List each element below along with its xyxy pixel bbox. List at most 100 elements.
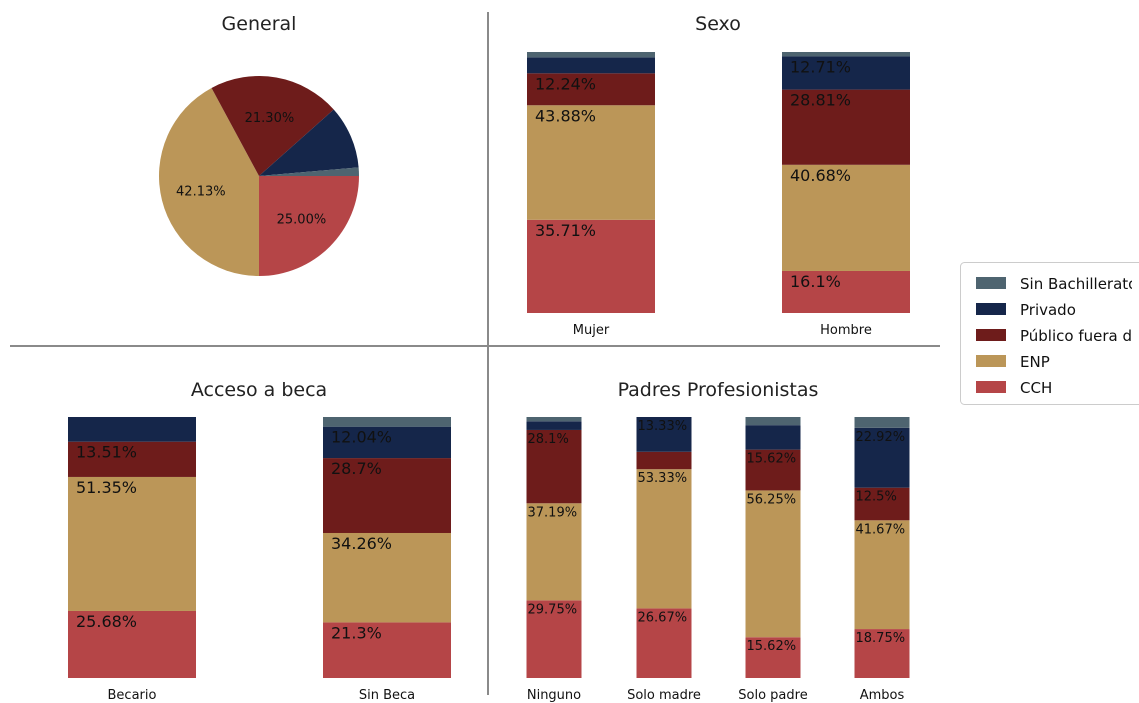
bar-label-solo-padre-publico-fuera-de-unam: 15.62% [747, 452, 797, 467]
legend-frame [960, 262, 1139, 405]
sexo-bar-chart: 35.71% 43.88% 12.24% Mujer 16.1% 40.68% 28.81%… [527, 52, 910, 338]
pie-slice-publico-fuera-de-unam [211, 76, 334, 176]
bar-label-solo-padre-cch: 15.62% [747, 639, 797, 654]
bar-ninguno-cch [526, 600, 582, 678]
bar-becario-enp [68, 476, 196, 611]
bar-hombre-enp [782, 164, 910, 271]
pie-slice-enp [158, 87, 259, 276]
bar-ninguno-publico-fuera-de-unam [526, 429, 582, 504]
legend-swatch-enp [976, 355, 1006, 367]
tick-label-solo-madre: Solo madre [627, 688, 701, 703]
bar-label-becario-publico-fuera-de-unam: 13.51% [76, 443, 137, 462]
pie-label-publico-fuera-de-unam: 21.30% [245, 111, 295, 126]
bar-label-becario-cch: 25.68% [76, 612, 137, 631]
legend-swatch-sin-bachillerato [976, 277, 1006, 289]
bar-mujer-publico-fuera-de-unam [527, 73, 655, 106]
bar-ninguno-privado [526, 421, 582, 430]
bar-sin-beca-sin-bachillerato [323, 417, 451, 427]
tick-label-ninguno: Ninguno [527, 688, 581, 703]
bar-becario-publico-fuera-de-unam [68, 441, 196, 477]
tick-label-hombre: Hombre [820, 323, 872, 338]
bar-solo-madre-cch [636, 608, 692, 678]
bar-becario-cch [68, 610, 196, 678]
bar-mujer-sin-bachillerato [527, 52, 655, 58]
bar-label-hombre-privado: 12.71% [790, 57, 851, 76]
sexo-title: Sexo [695, 13, 741, 35]
pie-label-cch: 25.00% [277, 212, 327, 227]
bar-label-ambos-enp: 41.67% [856, 522, 906, 537]
legend-label-cch: CCH [1020, 379, 1052, 397]
bar-label-sin-beca-publico-fuera-de-unam: 28.7% [331, 459, 382, 478]
bar-solo-madre-publico-fuera-de-unam [636, 451, 692, 470]
padres-bar-chart: 29.75% 37.19% 28.1% Ninguno 26.67% 53.33% 13.3… [526, 417, 910, 703]
padres-title: Padres Profesionistas [618, 379, 819, 401]
bar-label-hombre-cch: 16.1% [790, 272, 841, 291]
bar-hombre-sin-bachillerato [782, 52, 910, 57]
pie-title: General [222, 13, 297, 35]
bar-solo-padre-privado [745, 425, 801, 450]
bar-hombre-privado [782, 56, 910, 90]
tick-label-sin-beca: Sin Beca [359, 688, 415, 703]
bar-label-solo-padre-enp: 56.25% [747, 492, 797, 507]
beca-title: Acceso a beca [191, 379, 327, 401]
tick-label-ambos: Ambos [860, 688, 905, 703]
bar-ambos-enp [854, 520, 910, 630]
bar-ninguno-enp [526, 503, 582, 601]
tick-label-becario: Becario [108, 688, 157, 703]
bar-label-solo-madre-cch: 26.67% [638, 610, 688, 625]
bar-label-mujer-cch: 35.71% [535, 221, 596, 240]
legend-swatch-cch [976, 381, 1006, 393]
bar-mujer-privado [527, 57, 655, 74]
bar-ambos-publico-fuera-de-unam [854, 487, 910, 521]
pie-chart: 25.00% 42.13% 21.30% [158, 76, 359, 276]
bar-sin-beca-enp [323, 532, 451, 623]
bar-label-mujer-enp: 43.88% [535, 106, 596, 125]
bar-ambos-privado [854, 427, 910, 488]
legend-swatch-privado [976, 303, 1006, 315]
pie-slice-cch [259, 176, 359, 276]
bar-solo-padre-enp [745, 490, 801, 638]
bar-sin-beca-privado [323, 426, 451, 459]
tick-label-mujer: Mujer [573, 323, 610, 338]
bar-label-solo-madre-privado: 13.33% [638, 419, 688, 434]
bar-label-hombre-publico-fuera-de-unam: 28.81% [790, 91, 851, 110]
beca-bar-chart: 25.68% 51.35% 13.51% Becario 21.3% 34.26% 28.7… [68, 417, 451, 703]
bar-label-sin-beca-cch: 21.3% [331, 623, 382, 642]
legend-swatch-publico-fuera-de-unam [976, 329, 1006, 341]
bar-ninguno-sin-bachillerato [526, 417, 582, 422]
bar-ambos-sin-bachillerato [854, 417, 910, 428]
bar-label-ambos-privado: 22.92% [856, 430, 906, 445]
bar-solo-madre-enp [636, 469, 692, 609]
bar-solo-madre-privado [636, 417, 692, 452]
bar-label-sin-beca-privado: 12.04% [331, 428, 392, 447]
bar-hombre-publico-fuera-de-unam [782, 89, 910, 165]
pie-slice-sin-bachillerato [259, 167, 359, 176]
bar-label-mujer-publico-fuera-de-unam: 12.24% [535, 74, 596, 93]
pie-label-enp: 42.13% [176, 185, 226, 200]
bar-label-solo-madre-enp: 53.33% [638, 471, 688, 486]
bar-label-sin-beca-enp: 34.26% [331, 534, 392, 553]
bar-ambos-cch [854, 629, 910, 678]
bar-label-ninguno-publico-fuera-de-unam: 28.1% [528, 432, 569, 447]
bar-label-becario-enp: 51.35% [76, 478, 137, 497]
bar-label-hombre-enp: 40.68% [790, 166, 851, 185]
bar-sin-beca-cch [323, 622, 451, 678]
bar-solo-padre-cch [745, 637, 801, 678]
bar-label-ninguno-cch: 29.75% [528, 602, 578, 617]
tick-label-solo-padre: Solo padre [738, 688, 807, 703]
bar-solo-padre-sin-bachillerato [745, 417, 801, 426]
bar-label-ambos-publico-fuera-de-unam: 12.5% [856, 490, 897, 505]
bar-solo-padre-publico-fuera-de-unam [745, 449, 801, 491]
legend-label-sin-bachillerato: Sin Bachillerato [1020, 275, 1137, 293]
bar-hombre-cch [782, 270, 910, 313]
bar-becario-privado [68, 417, 196, 442]
pie-slice-privado [259, 109, 359, 176]
bar-sin-beca-publico-fuera-de-unam [323, 458, 451, 533]
bar-label-ambos-cch: 18.75% [856, 631, 906, 646]
legend: Sin Bachillerato Privado Público fuera de … [960, 262, 1139, 405]
bar-mujer-enp [527, 105, 655, 220]
bar-mujer-cch [527, 219, 655, 313]
legend-label-enp: ENP [1020, 353, 1050, 371]
legend-label-publico-fuera-de-unam: Público fuera de UNAM [1020, 327, 1139, 345]
